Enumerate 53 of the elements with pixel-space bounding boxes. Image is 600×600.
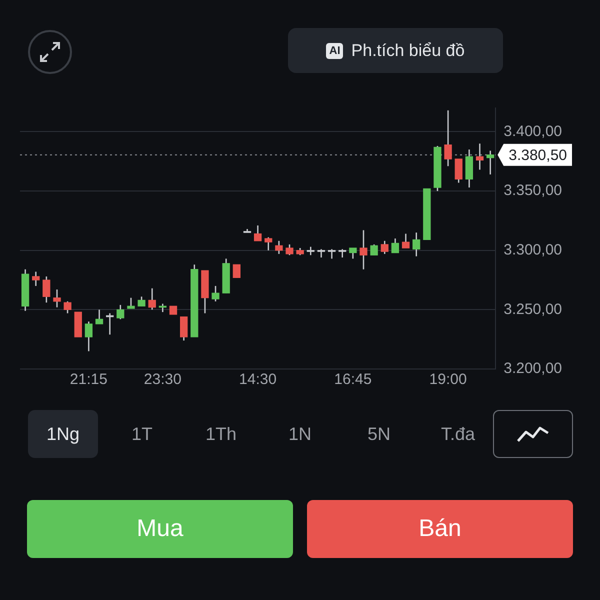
candlestick: [360, 230, 368, 270]
y-tick-label: 3.200,00: [504, 360, 562, 378]
candlestick: [328, 248, 336, 260]
candlestick: [275, 240, 283, 255]
candlestick: [264, 236, 272, 252]
candlestick: [317, 248, 326, 258]
candlestick: [370, 244, 378, 256]
candlestick: [444, 110, 452, 167]
y-tick-label: 3.400,00: [504, 122, 562, 140]
candlestick: [138, 296, 146, 307]
text: Mua: [27, 500, 293, 558]
candlestick: [412, 232, 420, 257]
x-tick-label: 21:15: [70, 371, 108, 388]
x-tick-label: 23:30: [144, 371, 182, 388]
candlestick: [391, 238, 400, 254]
candlestick: [42, 276, 50, 304]
x-tick-label: 19:00: [429, 371, 467, 388]
text: 1Th: [204, 422, 238, 446]
candlestick: [454, 158, 462, 184]
text: 1N: [287, 422, 312, 446]
candlestick: [476, 142, 484, 170]
x-tick-label: 14:30: [239, 371, 277, 388]
candlestick: [116, 304, 124, 320]
candlestick: [254, 224, 262, 242]
text: Bán: [307, 500, 573, 558]
candlestick: [53, 288, 61, 308]
text: AI: [326, 42, 344, 58]
y-tick-label: 3.300,00: [504, 242, 562, 259]
candlestick: [338, 248, 346, 258]
y-tick-label: 3.350,00: [504, 182, 562, 200]
candlestick: [380, 240, 388, 255]
candlestick: [402, 233, 410, 249]
candlestick: [64, 300, 72, 314]
candlestick: [286, 244, 294, 256]
candlestick: [95, 309, 104, 325]
candlestick: [180, 316, 188, 342]
ref-line-label: 3.380,50: [508, 147, 567, 164]
candlestick: [349, 247, 357, 260]
candlestick: [465, 148, 474, 188]
candlestick: [212, 285, 220, 302]
text: 1T: [130, 422, 154, 446]
candlestick: [486, 150, 494, 176]
text: 1Ng: [28, 410, 98, 458]
candlestick: [232, 264, 240, 278]
candlestick: [127, 297, 135, 310]
candlestick: [84, 320, 93, 352]
candlestick: [148, 288, 156, 310]
x-tick-label: 16:45: [334, 371, 372, 388]
text: Ph.tích biểu đồ: [351, 40, 465, 60]
text: T.đa: [440, 422, 476, 446]
candlestick: [32, 271, 40, 287]
y-tick-label: 3.250,00: [504, 300, 562, 318]
text: 5N: [366, 422, 392, 446]
